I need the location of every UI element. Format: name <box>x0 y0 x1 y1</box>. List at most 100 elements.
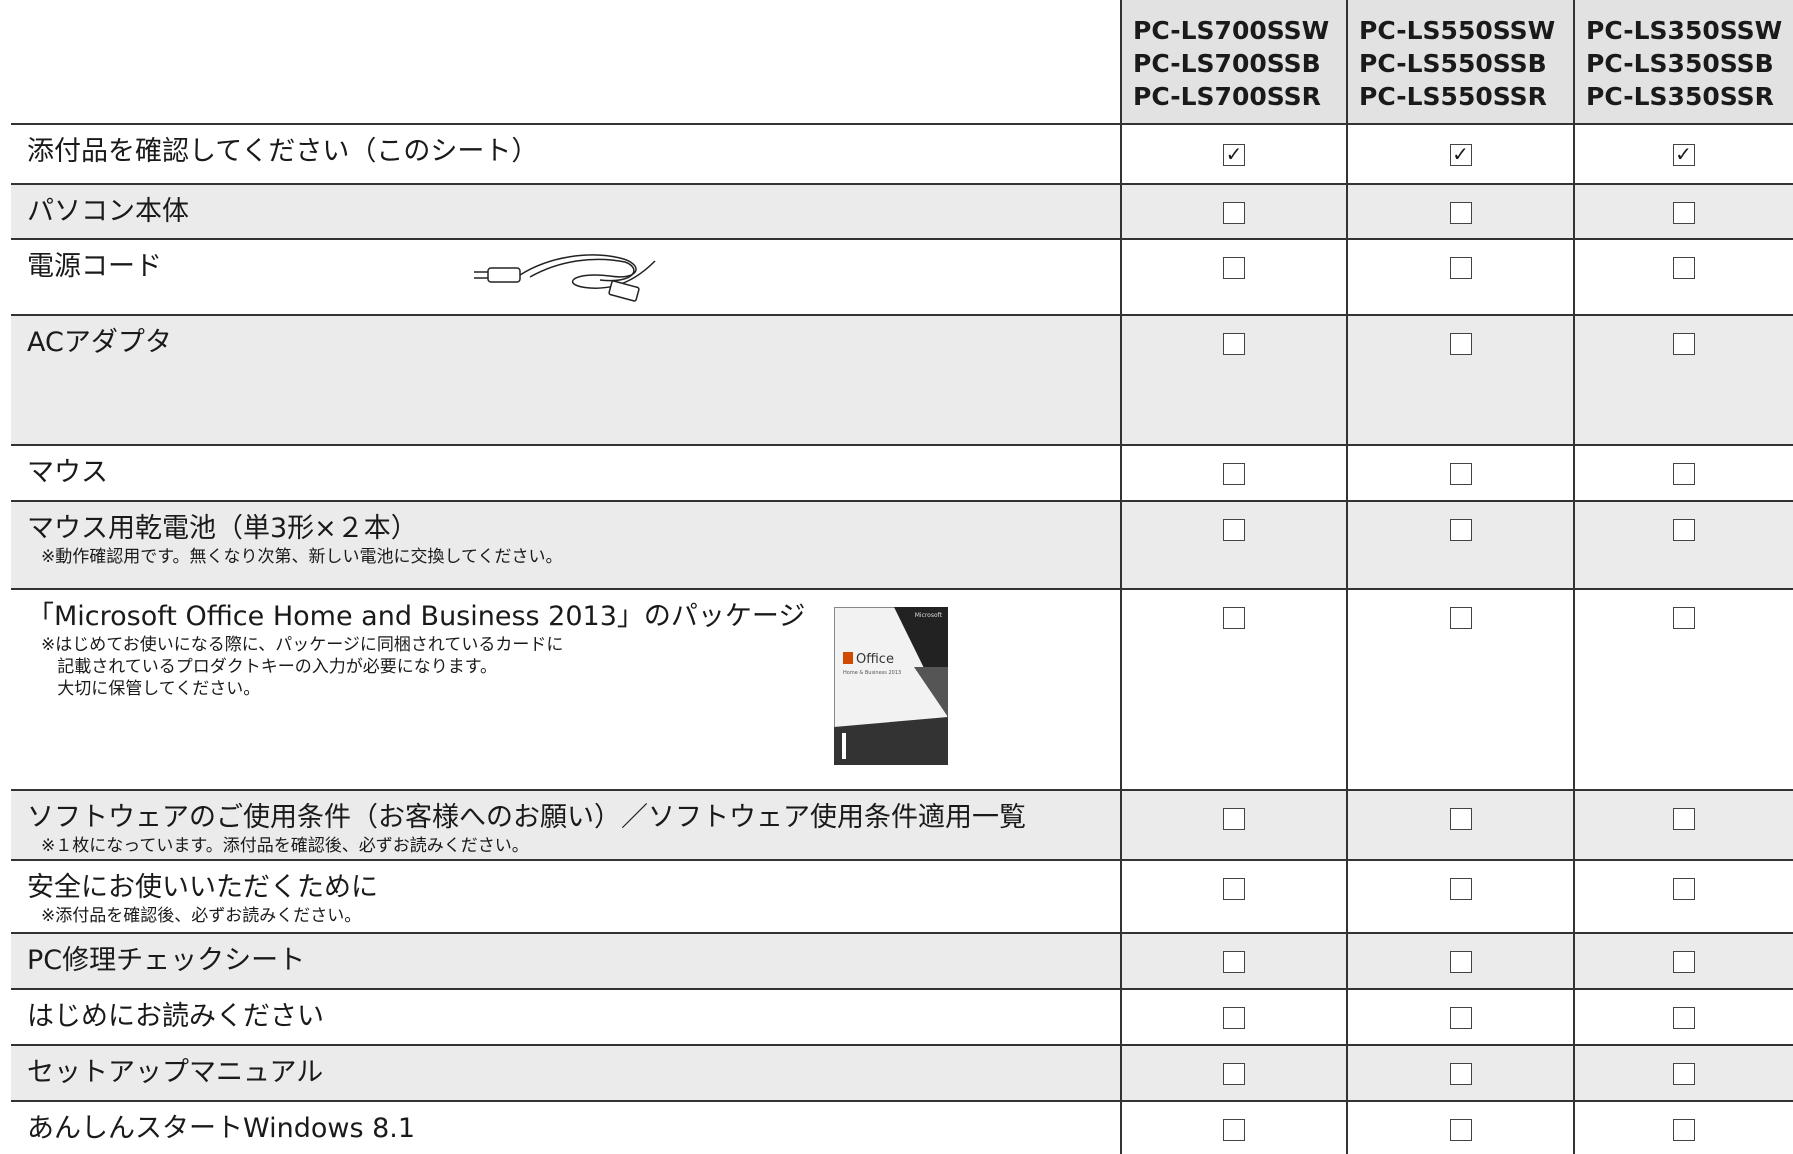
checkbox <box>1449 878 1472 900</box>
office-product: Office <box>856 652 894 667</box>
item-note: ※添付品を確認後、必ずお読みください。 <box>41 906 362 926</box>
model-name: PC-LS350SSR <box>1586 82 1774 111</box>
item-label: PC修理チェックシート <box>27 945 306 976</box>
checkbox <box>1449 1119 1472 1141</box>
checkbox <box>1449 1007 1472 1029</box>
table-row: あんしんスタートWindows 8.1 <box>11 1100 1793 1154</box>
model-name: PC-LS350SSW <box>1586 16 1783 45</box>
table-row: PC修理チェックシート <box>11 932 1793 988</box>
item-cell: 添付品を確認してください（このシート） <box>27 135 538 169</box>
checkbox <box>1223 878 1245 900</box>
table-row: 安全にお使いいただくために ※添付品を確認後、必ずお読みください。 <box>11 859 1793 932</box>
item-label: セットアップマニュアル <box>27 1057 324 1088</box>
item-cell: ソフトウェアのご使用条件（お客様へのお願い）／ソフトウェア使用条件適用一覧 ※１枚… <box>27 801 1026 857</box>
column-divider <box>1346 0 1348 1154</box>
checkbox <box>1672 202 1695 224</box>
checkbox <box>1449 1063 1472 1085</box>
checkbox <box>1672 257 1695 279</box>
item-label: 「Microsoft Office Home and Business 2013… <box>27 601 806 632</box>
checkbox <box>1223 463 1245 485</box>
checkbox <box>1449 607 1472 629</box>
model-name: PC-LS700SSW <box>1133 16 1330 45</box>
item-label: マウス用乾電池（単3形×２本） <box>27 513 418 544</box>
item-cell: PC修理チェックシート <box>27 944 305 978</box>
column-header: PC-LS550SSW PC-LS550SSB PC-LS550SSR <box>1347 0 1574 123</box>
item-cell: はじめにお読みください <box>27 1000 324 1034</box>
item-label: 電源コード <box>27 251 162 282</box>
checkbox <box>1223 519 1245 541</box>
table-row: セットアップマニュアル <box>11 1044 1793 1100</box>
checkbox <box>1672 463 1695 485</box>
checkbox <box>1672 1119 1695 1141</box>
checkbox <box>1449 808 1472 830</box>
table-row: 電源コード <box>11 238 1793 314</box>
checkbox <box>1223 808 1245 830</box>
model-name: PC-LS700SSR <box>1133 82 1321 111</box>
item-cell: ACアダプタ <box>27 326 172 360</box>
item-note: ※１枚になっています。添付品を確認後、必ずお読みください。 <box>41 836 529 856</box>
item-cell: 電源コード <box>27 250 162 284</box>
checkbox <box>1672 878 1695 900</box>
office-package-image: Microsoft Office Home & Business 2013 <box>834 607 948 765</box>
item-cell: セットアップマニュアル <box>27 1056 323 1090</box>
table-row: マウス <box>11 444 1793 500</box>
checkbox <box>1449 202 1472 224</box>
checkbox <box>1223 1119 1245 1141</box>
checkbox <box>1672 951 1695 973</box>
checkbox <box>1449 951 1472 973</box>
item-note: ※動作確認用です。無くなり次第、新しい電池に交換してください。 <box>41 547 563 567</box>
item-label: ACアダプタ <box>27 327 172 358</box>
item-label: あんしんスタートWindows 8.1 <box>27 1113 416 1144</box>
checkbox <box>1449 257 1472 279</box>
column-header: PC-LS350SSW PC-LS350SSB PC-LS350SSR <box>1574 0 1793 123</box>
checkbox <box>1672 519 1695 541</box>
table-row: ソフトウェアのご使用条件（お客様へのお願い）／ソフトウェア使用条件適用一覧 ※１枚… <box>11 789 1793 859</box>
checkbox: ✓ <box>1223 144 1245 166</box>
model-name: PC-LS550SSR <box>1359 82 1547 111</box>
item-label: 安全にお使いいただくために <box>27 872 378 903</box>
item-cell: 安全にお使いいただくために ※添付品を確認後、必ずお読みください。 <box>27 871 378 927</box>
item-cell: パソコン本体 <box>27 195 189 229</box>
column-divider <box>1120 0 1122 1154</box>
checkbox <box>1672 1007 1695 1029</box>
office-edition: Home & Business 2013 <box>843 670 901 676</box>
table-row: パソコン本体 <box>11 183 1793 238</box>
checkbox <box>1223 333 1245 355</box>
table-row: 「Microsoft Office Home and Business 2013… <box>11 588 1793 789</box>
table-row: マウス用乾電池（単3形×２本） ※動作確認用です。無くなり次第、新しい電池に交換し… <box>11 500 1793 588</box>
checkbox <box>1449 333 1472 355</box>
checkbox <box>1223 1063 1245 1085</box>
checkbox <box>1223 607 1245 629</box>
column-header: PC-LS700SSW PC-LS700SSB PC-LS700SSR <box>1121 0 1347 123</box>
checkbox <box>1672 333 1695 355</box>
item-label: マウス <box>27 457 108 488</box>
item-cell: マウス <box>27 456 108 490</box>
model-name: PC-LS700SSB <box>1133 49 1321 78</box>
item-note: ※はじめてお使いになる際に、パッケージに同梱されているカードに <box>41 635 564 655</box>
item-label: はじめにお読みください <box>27 1001 324 1032</box>
table-row: 添付品を確認してください（このシート） ✓ ✓ ✓ <box>11 123 1793 183</box>
model-name: PC-LS350SSB <box>1586 49 1774 78</box>
checkbox: ✓ <box>1449 144 1472 166</box>
checkbox <box>1672 607 1695 629</box>
checkbox <box>1672 808 1695 830</box>
item-label: ソフトウェアのご使用条件（お客様へのお願い）／ソフトウェア使用条件適用一覧 <box>27 802 1026 833</box>
checkbox <box>1223 257 1245 279</box>
power-cord-image <box>474 254 656 302</box>
checkbox: ✓ <box>1672 144 1695 166</box>
checkbox <box>1449 463 1472 485</box>
table-row: はじめにお読みください <box>11 988 1793 1044</box>
column-divider <box>1573 0 1575 1154</box>
item-cell: 「Microsoft Office Home and Business 2013… <box>27 600 805 700</box>
model-name: PC-LS550SSW <box>1359 16 1556 45</box>
checkbox <box>1223 951 1245 973</box>
item-note: 記載されているプロダクトキーの入力が必要になります。 <box>41 657 498 677</box>
checkbox <box>1672 1063 1695 1085</box>
model-name: PC-LS550SSB <box>1359 49 1547 78</box>
item-label: 添付品を確認してください（このシート） <box>27 136 539 167</box>
item-label: パソコン本体 <box>27 196 189 227</box>
checkbox <box>1223 202 1245 224</box>
checkbox <box>1223 1007 1245 1029</box>
item-cell: マウス用乾電池（単3形×２本） ※動作確認用です。無くなり次第、新しい電池に交換し… <box>27 512 563 568</box>
